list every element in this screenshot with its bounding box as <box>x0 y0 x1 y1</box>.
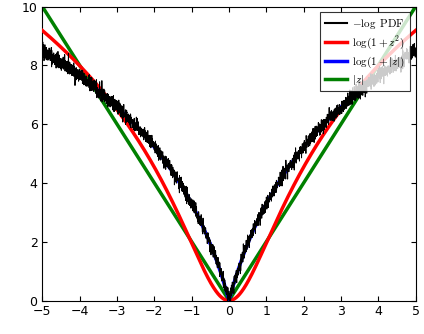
Legend: $-\log\ \mathrm{PDF}$, $\log(1 + z^2)$, $\log(1 + |z|)$, $|z|$: $-\log\ \mathrm{PDF}$, $\log(1 + z^2)$, … <box>320 12 410 91</box>
